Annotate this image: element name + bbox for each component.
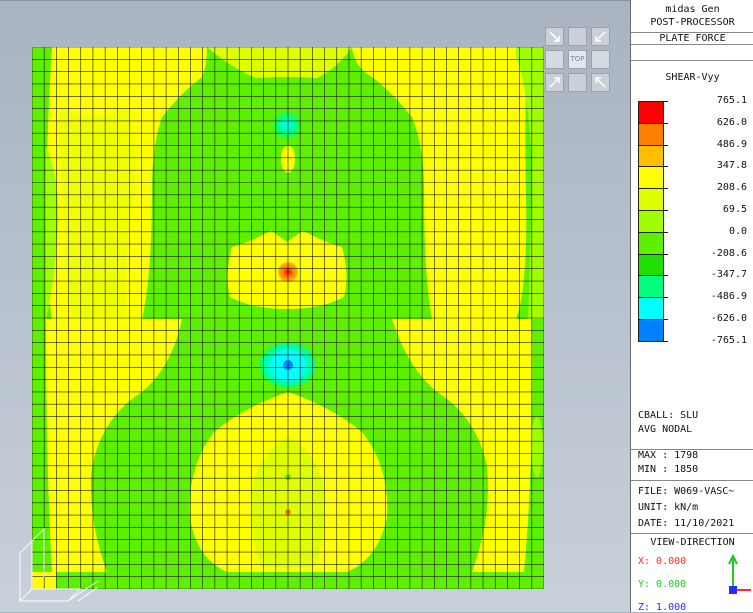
nav-face-top-edge[interactable] (568, 27, 587, 46)
scale-tick (664, 101, 668, 102)
view-navigation-cube[interactable]: TOP (545, 27, 615, 93)
nav-face-left-edge[interactable] (545, 50, 564, 69)
scale-swatch (638, 144, 664, 168)
averaging-mode: AVG NODAL (638, 424, 693, 435)
scale-swatch (638, 210, 664, 233)
scale-value: 486.9 (716, 138, 747, 150)
view-y: Y: 0.000 (638, 579, 687, 590)
scale-swatch (638, 319, 664, 342)
result-type: PLATE FORCE (659, 33, 726, 44)
nav-arrow-top-left-icon[interactable] (591, 73, 610, 92)
plate-force-contour[interactable] (31, 46, 545, 590)
scale-tick (664, 122, 668, 124)
nav-face-top[interactable]: TOP (568, 50, 587, 69)
mesh-grid (31, 46, 545, 590)
scale-value: -486.9 (710, 291, 747, 303)
contour-canvas[interactable] (31, 46, 545, 590)
scale-tick (664, 340, 668, 342)
module-name: POST-PROCESSOR (650, 17, 735, 28)
scale-swatch (638, 166, 664, 190)
contour-yellow-topcenter (207, 47, 352, 85)
scale-tick (664, 210, 668, 211)
scale-value: 347.8 (716, 160, 747, 172)
nav-arrow-bottom-right-icon[interactable] (545, 27, 564, 46)
scale-swatch (638, 275, 664, 299)
contour-lightgreen-topright (516, 47, 544, 319)
scale-value: -347.7 (710, 269, 747, 281)
program-name: midas Gen (665, 4, 720, 15)
scale-tick (664, 275, 668, 277)
model-viewport[interactable]: TOP (0, 0, 630, 613)
view-direction-title: VIEW-DIRECTION (650, 537, 735, 548)
axis-triad-icon (18, 527, 99, 602)
view-direction-axes-icon (728, 553, 751, 594)
contour-yellow-bottomright (392, 319, 533, 572)
view-z: Z: 1.000 (638, 602, 687, 612)
scale-swatch (638, 297, 664, 320)
scale-tick (664, 188, 668, 190)
scale-tick (664, 319, 668, 320)
scale-tick (664, 231, 668, 233)
scale-tick (664, 166, 668, 168)
contour-yellow-bottomleft (46, 319, 182, 572)
unit-label: UNIT: kN/m (638, 502, 699, 513)
min-node: MIN : 1850 (638, 464, 699, 475)
scale-value: 69.5 (722, 204, 747, 215)
contour-yellow-topright (352, 47, 528, 319)
nav-arrow-bottom-left-icon[interactable] (591, 27, 610, 46)
scale-swatch (638, 101, 664, 124)
nav-arrow-top-right-icon[interactable] (545, 73, 564, 92)
contour-lightgreen-leftedge (46, 147, 59, 319)
contour-cyan-spot-top (271, 110, 303, 140)
file-name: FILE: W069-VASC~ (638, 486, 735, 497)
contour-edge-right-green (531, 417, 543, 477)
nav-face-right-edge[interactable] (591, 50, 610, 69)
scale-swatch (638, 188, 664, 211)
scale-value: -765.1 (710, 334, 747, 346)
scale-tick (664, 144, 668, 146)
max-node: MAX : 1798 (638, 450, 699, 461)
scale-swatch (638, 122, 664, 146)
scale-swatch (638, 231, 664, 255)
legend-panel: midas Gen POST-PROCESSOR PLATE FORCE SHE… (630, 0, 753, 612)
nav-face-bottom-edge[interactable] (568, 73, 587, 92)
result-component: SHEAR-Vyy (665, 72, 720, 83)
scale-value: 626.0 (716, 116, 747, 128)
date-label: DATE: 11/10/2021 (638, 518, 735, 529)
scale-swatch (638, 253, 664, 277)
contour-green-leftstrip (32, 47, 46, 587)
scale-value: -208.6 (710, 247, 747, 259)
contour-yellowgreen-topleft (60, 107, 136, 319)
scale-value: 208.6 (716, 182, 747, 194)
scale-value: 0.0 (728, 225, 747, 237)
load-case: CBALL: SLU (638, 410, 699, 421)
scale-value: -626.0 (710, 313, 747, 324)
scale-value: 765.1 (716, 95, 747, 106)
scale-tick (664, 253, 668, 255)
view-x: X: 0.000 (638, 556, 687, 567)
scale-tick (664, 297, 668, 299)
